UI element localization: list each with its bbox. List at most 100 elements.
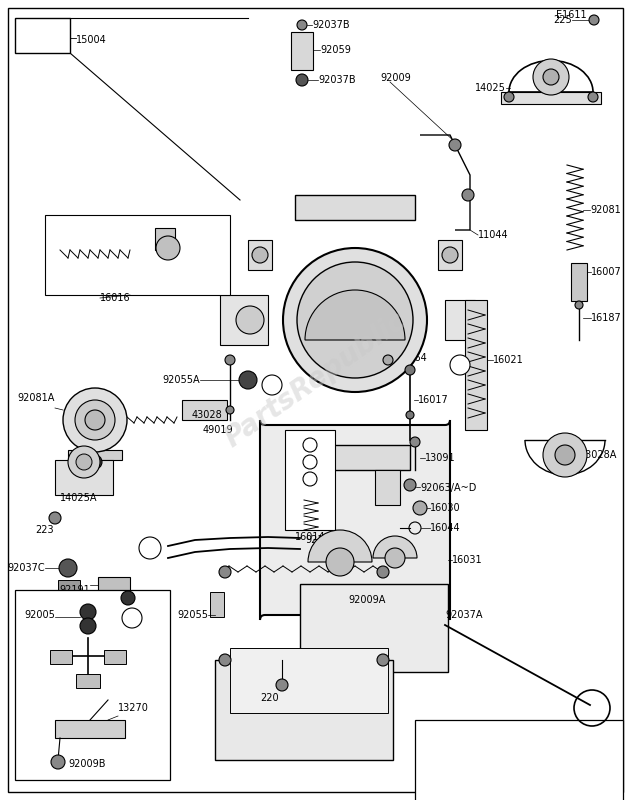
Bar: [50, 650, 72, 664]
Bar: [15, 590, 170, 780]
Circle shape: [68, 446, 100, 478]
Circle shape: [405, 365, 415, 375]
Text: 16044: 16044: [430, 523, 461, 533]
Text: 16021: 16021: [493, 355, 524, 365]
Text: B: B: [269, 381, 275, 390]
Bar: [45, 215, 230, 295]
Circle shape: [543, 433, 587, 477]
Circle shape: [297, 262, 413, 378]
Text: 92081A: 92081A: [18, 393, 55, 403]
Circle shape: [413, 501, 427, 515]
Circle shape: [377, 566, 389, 578]
Text: 14025: 14025: [475, 83, 506, 93]
Circle shape: [589, 15, 599, 25]
Text: PartsRepublic: PartsRepublic: [219, 307, 411, 453]
Bar: [291, 32, 313, 70]
Text: 92009: 92009: [380, 73, 411, 83]
Circle shape: [49, 512, 61, 524]
Text: 49019: 49019: [203, 425, 233, 435]
FancyBboxPatch shape: [260, 420, 450, 620]
Bar: [295, 195, 415, 220]
Circle shape: [588, 92, 598, 102]
Text: 92063/A~D: 92063/A~D: [420, 483, 476, 493]
Circle shape: [303, 455, 317, 469]
Text: B: B: [129, 614, 135, 622]
Bar: [58, 580, 80, 594]
Circle shape: [80, 618, 96, 634]
Text: 92037A: 92037A: [445, 610, 483, 620]
Circle shape: [262, 375, 282, 395]
Text: 92064: 92064: [396, 353, 427, 363]
Text: E1611: E1611: [556, 10, 587, 20]
Bar: [55, 460, 113, 495]
Circle shape: [236, 306, 264, 334]
Wedge shape: [373, 536, 417, 558]
Text: 16014: 16014: [295, 532, 326, 542]
Circle shape: [504, 92, 514, 102]
Bar: [465, 300, 487, 430]
Text: A: A: [147, 543, 153, 553]
Text: A: A: [457, 361, 463, 370]
Text: 13091: 13091: [425, 453, 456, 463]
Circle shape: [543, 69, 559, 85]
Text: 220: 220: [261, 693, 280, 703]
Wedge shape: [308, 530, 372, 562]
Wedge shape: [305, 290, 405, 340]
Circle shape: [226, 406, 234, 414]
Text: 92009B: 92009B: [68, 759, 105, 769]
Circle shape: [296, 74, 308, 86]
Circle shape: [326, 548, 354, 576]
Text: 16007: 16007: [591, 267, 622, 277]
Circle shape: [383, 355, 393, 365]
Text: 13270: 13270: [118, 703, 149, 713]
Circle shape: [59, 559, 77, 577]
Text: 43028A: 43028A: [580, 450, 617, 460]
Circle shape: [283, 248, 427, 392]
Text: 92191: 92191: [59, 585, 90, 595]
Text: 92037B: 92037B: [312, 20, 350, 30]
Text: 223: 223: [36, 525, 54, 535]
Circle shape: [156, 236, 180, 260]
Text: 92037C: 92037C: [8, 563, 45, 573]
Bar: [571, 263, 587, 301]
Bar: [155, 228, 175, 250]
Circle shape: [75, 400, 115, 440]
Circle shape: [276, 679, 288, 691]
Text: 11044: 11044: [478, 230, 509, 240]
Text: 92192: 92192: [305, 535, 336, 545]
Text: 92055: 92055: [177, 610, 208, 620]
Circle shape: [139, 537, 161, 559]
Bar: [220, 295, 268, 345]
Bar: [300, 584, 448, 672]
Circle shape: [63, 388, 127, 452]
Bar: [55, 720, 125, 738]
Circle shape: [219, 654, 231, 666]
Circle shape: [303, 472, 317, 486]
Text: 16017: 16017: [418, 395, 449, 405]
Text: 14025A: 14025A: [60, 493, 98, 503]
Circle shape: [450, 355, 470, 375]
Text: 16030: 16030: [430, 503, 461, 513]
Circle shape: [406, 411, 414, 419]
Bar: [182, 400, 227, 420]
Circle shape: [297, 20, 307, 30]
Circle shape: [76, 454, 92, 470]
Bar: [76, 674, 100, 688]
Circle shape: [225, 355, 235, 365]
Circle shape: [80, 604, 96, 620]
Circle shape: [219, 566, 231, 578]
Bar: [300, 445, 410, 470]
Text: 225: 225: [553, 15, 572, 25]
Circle shape: [575, 301, 583, 309]
Circle shape: [377, 654, 389, 666]
Bar: [215, 660, 393, 760]
Text: 92009A: 92009A: [348, 595, 386, 605]
Circle shape: [533, 59, 569, 95]
Circle shape: [462, 189, 474, 201]
Text: 92037: 92037: [138, 595, 169, 605]
Circle shape: [404, 479, 416, 491]
Circle shape: [410, 437, 420, 447]
Text: 16016: 16016: [100, 293, 131, 303]
Circle shape: [121, 591, 135, 605]
Bar: [501, 92, 601, 104]
